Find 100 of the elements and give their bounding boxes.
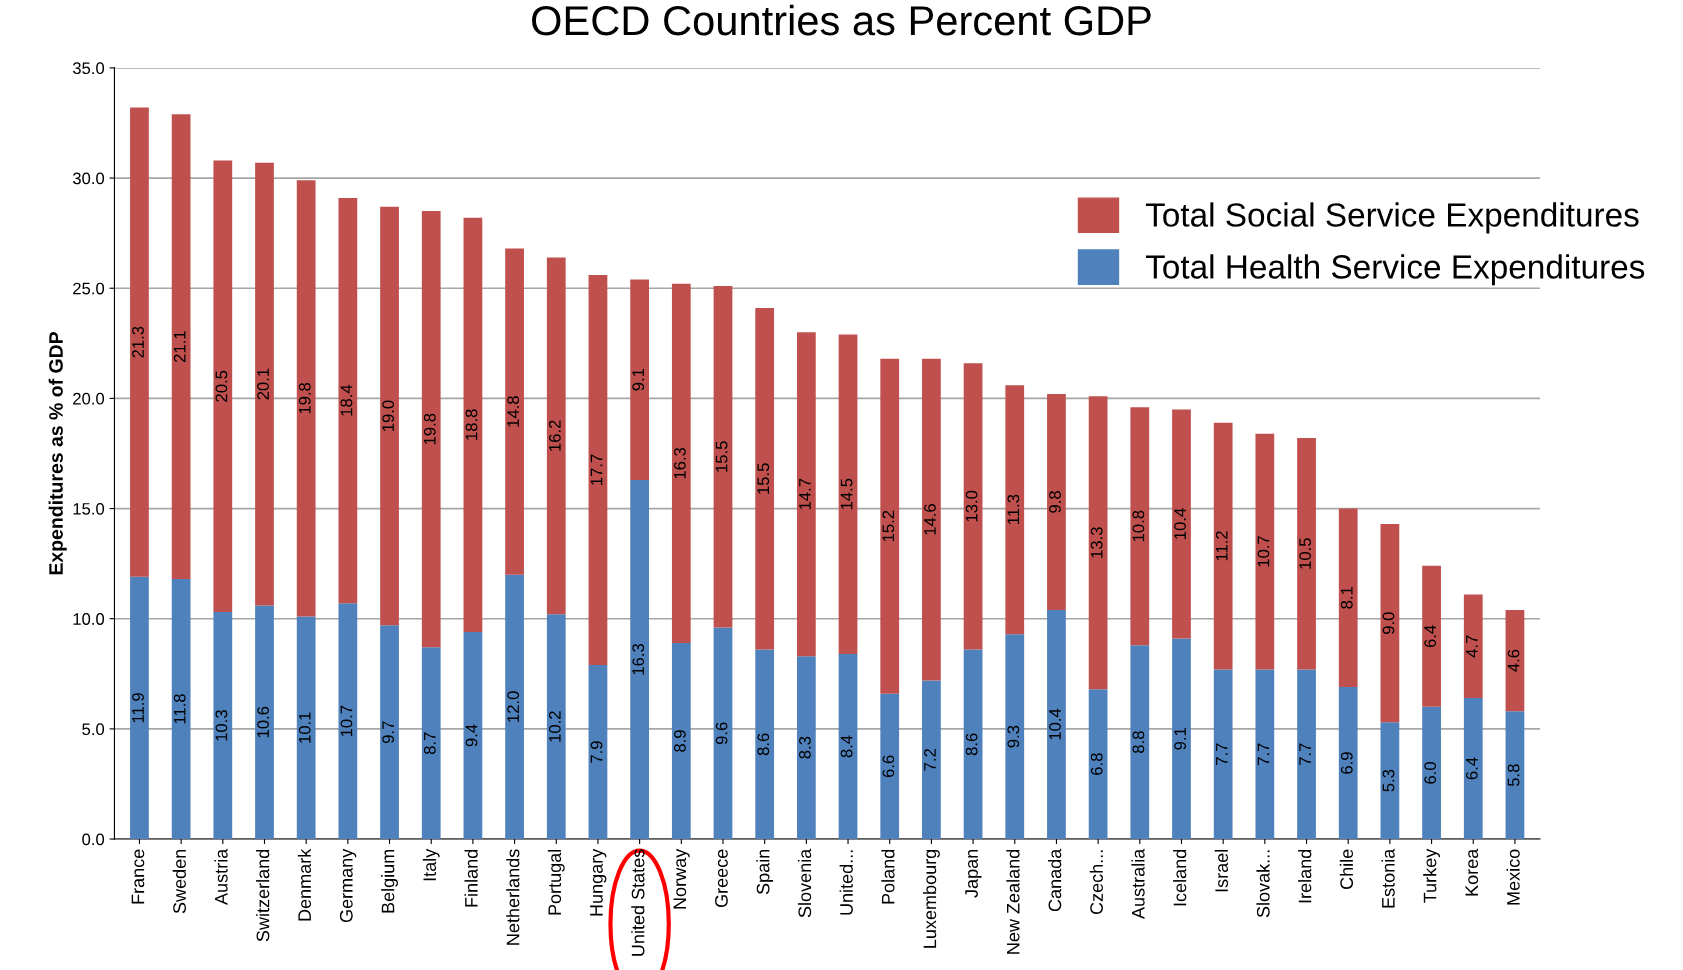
bar [1297,438,1316,670]
x-tick-label: New Zealand [1006,849,1020,954]
data-label: 10.7 [340,705,353,737]
bar [755,649,775,840]
data-label: 10.7 [1257,536,1270,567]
x-tick-label: Poland [881,849,895,904]
y-tick-label: 20.0 [73,392,105,405]
data-label: 8.8 [1132,731,1145,753]
y-tick-label: 35.0 [72,62,105,75]
x-tick-label: Canada [1048,848,1062,912]
x-tick-label: Iceland [1173,849,1187,906]
data-label: 7.7 [1299,743,1311,765]
bar [1047,393,1066,610]
bar [1338,508,1358,688]
y-tick-label: 10.0 [73,613,105,625]
bar [1255,669,1275,840]
bar [130,576,149,840]
data-label: 13.0 [965,490,978,522]
x-tick-label: Norway [673,848,690,909]
x-tick-label: Estonia [1381,848,1395,908]
data-label: 11.3 [1007,494,1020,524]
bar [213,160,233,613]
bar [255,605,274,840]
data-label: 8.6 [965,733,978,756]
x-tick-label: Portugal [547,849,565,915]
x-tick-label: Luxembourg [922,849,940,948]
data-label: 15.5 [757,463,770,494]
data-label: 17.7 [590,454,603,485]
data-label: 18.8 [465,409,478,440]
bar [713,627,733,840]
data-label: 20.1 [257,368,269,400]
bar [838,653,858,840]
bar [546,257,566,615]
data-label: 16.3 [673,447,686,479]
bar [880,693,900,840]
data-label: 4.7 [1466,635,1478,658]
x-tick-label: Israel [1214,849,1229,892]
bar [1422,706,1441,840]
bar [505,248,524,575]
bar [1255,433,1275,670]
bar [1088,396,1108,690]
data-label: 10.1 [298,712,311,743]
bar [630,279,650,480]
bar [421,647,441,840]
data-label: 21.1 [173,331,186,362]
data-label: 14.7 [799,478,811,510]
x-tick-label: Ireland [1298,849,1312,903]
y-tick-label: 0.0 [82,833,105,846]
data-label: 9.7 [382,721,395,743]
bar [255,162,274,606]
data-label: 16.3 [632,643,645,675]
bar [463,631,483,840]
bar [463,217,483,632]
bar [171,114,191,580]
bar [1213,422,1233,670]
x-tick-label: Korea [1465,848,1479,896]
bar [1172,638,1191,840]
bar [1422,565,1441,707]
data-label: 15.5 [715,441,728,472]
bar [1047,609,1066,840]
data-label: 9.1 [632,368,645,391]
bar [421,211,441,648]
data-label: 9.1 [1174,728,1186,750]
bar [380,206,399,626]
data-label: 5.8 [1507,764,1520,787]
data-label: 8.3 [799,736,811,759]
x-tick-label: Belgium [381,849,398,913]
data-label: 19.8 [298,382,311,414]
bar [213,612,233,840]
data-label: 10.4 [1174,508,1186,539]
data-label: 19.0 [382,400,395,431]
bar [1088,689,1108,840]
data-label: 7.7 [1257,743,1270,765]
bar [338,603,358,840]
data-label: 6.9 [1340,752,1353,774]
x-tick-label: Austria [214,848,228,905]
bar [1172,409,1191,639]
x-tick-label: Finland [464,849,478,907]
data-label: 8.7 [423,732,436,755]
bar [796,332,816,657]
data-label: 7.2 [924,748,936,771]
x-tick-label: Australia [1131,848,1145,919]
bar [171,579,191,840]
data-label: 12.0 [507,691,520,722]
x-tick-label: Slovak... [1256,850,1270,918]
data-label: 4.6 [1507,649,1520,672]
data-label: 6.4 [1465,757,1478,780]
bar [1380,523,1400,723]
bar [1505,711,1525,840]
data-label: 10.6 [257,706,269,738]
bar [130,107,149,577]
data-label: 19.8 [423,413,436,445]
bar [505,574,524,840]
bar [1505,609,1525,712]
bar [1463,594,1483,699]
bar [380,625,399,840]
bar [671,283,691,643]
data-label: 9.4 [465,724,478,747]
bar [1005,385,1025,635]
data-label: 13.3 [1090,527,1103,558]
